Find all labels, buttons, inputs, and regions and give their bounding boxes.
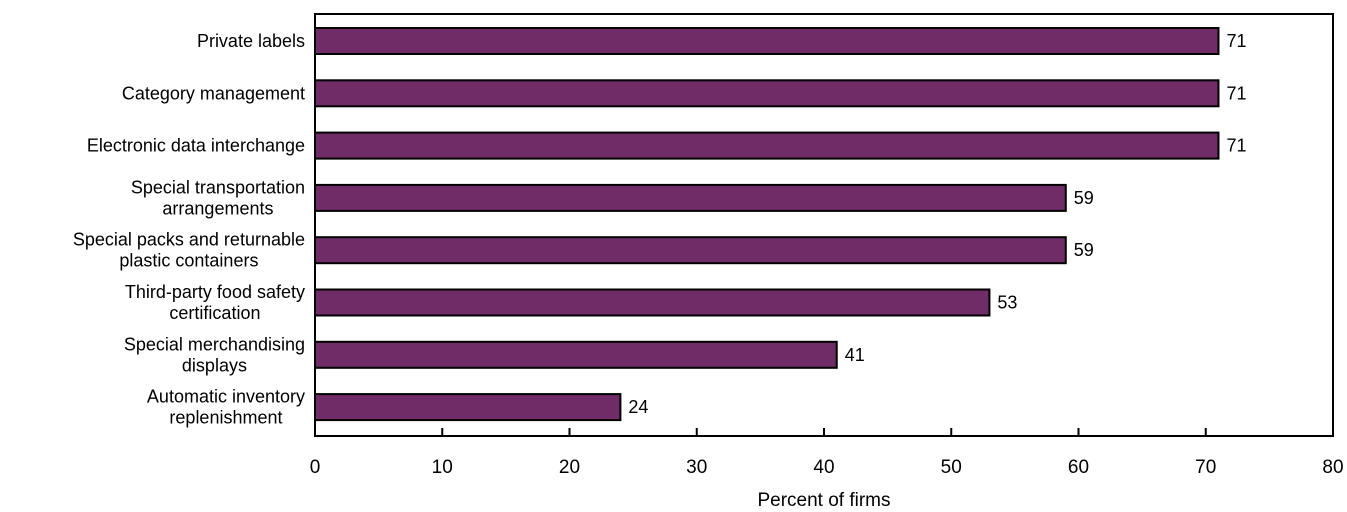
x-tick-label: 80 xyxy=(1322,457,1343,478)
y-axis: Private labels Category management Electro… xyxy=(73,31,305,428)
bar xyxy=(314,183,1067,212)
category-label: Private labels xyxy=(197,31,305,51)
bar xyxy=(314,27,1220,55)
x-tick-label: 10 xyxy=(432,457,453,478)
x-tick-label: 70 xyxy=(1195,457,1216,478)
category-label: Special packs and returnable plastic cont… xyxy=(73,230,305,271)
x-tick-label: 30 xyxy=(686,457,707,478)
category-label: Special merchandising displays xyxy=(124,334,305,375)
bar-value-label: 71 xyxy=(1226,136,1246,156)
plot-area: 71 71 71 59 59 53 41 24 xyxy=(314,13,1334,437)
bar-group xyxy=(314,27,1220,422)
category-label: Electronic data interchange xyxy=(87,136,305,156)
x-axis-title: Percent of firms xyxy=(757,490,890,511)
bar xyxy=(314,288,991,317)
bar-value-label: 71 xyxy=(1226,83,1246,103)
bar xyxy=(314,236,1067,265)
x-tick-label: 60 xyxy=(1068,457,1089,478)
category-label: Third-party food safety certification xyxy=(125,282,305,323)
value-label-group: 71 71 71 59 59 53 41 24 xyxy=(628,31,1246,417)
bar-value-label: 59 xyxy=(1074,188,1094,208)
bar-value-label: 59 xyxy=(1074,240,1094,260)
category-label: Automatic inventory replenishment xyxy=(147,387,305,428)
bar xyxy=(314,131,1220,160)
bar-value-label: 71 xyxy=(1226,31,1246,51)
category-label: Special transportation arrangements xyxy=(131,177,305,218)
x-tick-label: 50 xyxy=(941,457,962,478)
bar-value-label: 41 xyxy=(845,345,865,365)
bar-value-label: 53 xyxy=(997,293,1017,313)
x-tick-label: 40 xyxy=(813,457,834,478)
x-tick-label: 0 xyxy=(310,457,321,478)
bar xyxy=(314,393,622,422)
bar-value-label: 24 xyxy=(628,397,648,417)
plot-frame xyxy=(314,13,1334,437)
category-label-group: Private labels Category management Electro… xyxy=(73,31,305,428)
category-label: Category management xyxy=(122,83,305,103)
x-tick-group: 0 10 20 30 40 50 60 70 80 xyxy=(310,428,1344,478)
bar xyxy=(314,340,838,369)
x-tick-label: 20 xyxy=(559,457,580,478)
bar xyxy=(314,79,1220,108)
x-axis: 0 10 20 30 40 50 60 70 80 Percent of firms xyxy=(310,428,1344,511)
